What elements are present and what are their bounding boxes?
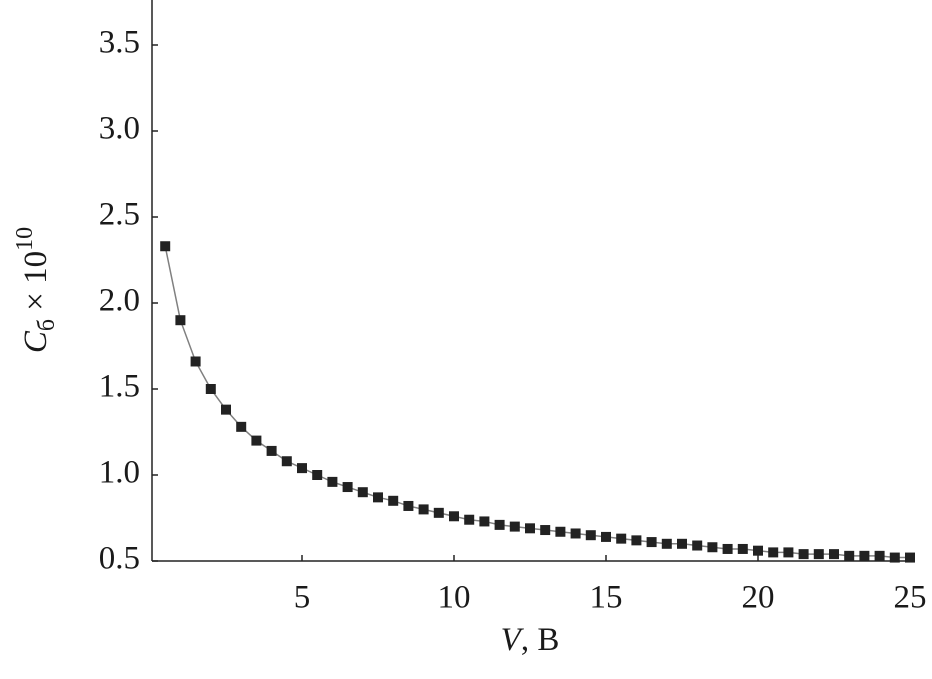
marker [783, 547, 794, 558]
marker [251, 435, 262, 446]
marker [418, 504, 429, 515]
marker [525, 523, 535, 534]
marker [190, 356, 201, 367]
marker [859, 550, 870, 561]
y-label-superscript: 10 [12, 227, 38, 251]
y-label-symbol: C [18, 330, 54, 353]
marker [905, 552, 915, 563]
y-tick-label: 3.5 [99, 25, 140, 61]
marker [768, 547, 779, 558]
marker [373, 492, 383, 503]
marker [281, 456, 292, 467]
x-label-text: , В [521, 622, 560, 658]
x-tick-label: 25 [894, 580, 927, 616]
marker [646, 537, 657, 548]
x-tick-label: 10 [438, 580, 471, 616]
marker [570, 528, 581, 539]
marker [509, 521, 520, 532]
y-label-subscript: б [34, 319, 60, 331]
marker [388, 495, 399, 506]
y-tick-label: 1.0 [99, 455, 140, 491]
x-tick-label: 5 [294, 580, 311, 616]
marker [479, 516, 490, 527]
marker [692, 540, 703, 551]
marker [722, 543, 733, 554]
marker [175, 315, 186, 326]
marker [737, 543, 748, 554]
marker [236, 421, 247, 432]
marker [327, 476, 338, 487]
y-tick-label: 2.0 [99, 283, 140, 319]
marker [631, 535, 642, 546]
x-label-symbol: V [501, 622, 525, 658]
marker [753, 545, 763, 556]
marker [342, 482, 353, 493]
marker [829, 549, 839, 560]
marker [540, 525, 551, 536]
marker [160, 241, 171, 252]
marker [297, 463, 307, 474]
marker [403, 500, 414, 511]
marker [616, 533, 627, 544]
y-tick-label: 3.0 [99, 111, 140, 147]
marker [661, 538, 672, 549]
marker [555, 526, 566, 537]
x-tick-label: 20 [742, 580, 775, 616]
marker [585, 530, 596, 541]
y-axis-label: Cб × 1010 [12, 227, 60, 353]
series-line [164, 246, 910, 559]
marker [707, 542, 718, 553]
x-axis-label: V, В [501, 622, 560, 658]
marker [874, 550, 885, 561]
marker [433, 507, 444, 518]
marker [844, 550, 855, 561]
y-tick-label: 2.5 [99, 197, 140, 233]
marker [266, 445, 277, 456]
marker [677, 538, 687, 549]
marker [205, 384, 216, 394]
marker [357, 487, 368, 498]
marker [889, 552, 900, 563]
marker [798, 549, 809, 560]
marker [494, 519, 505, 530]
marker [312, 470, 323, 480]
x-tick-label: 15 [590, 580, 623, 616]
marker [601, 531, 611, 542]
y-tick-label: 1.5 [99, 369, 140, 405]
marker [464, 514, 475, 525]
marker [221, 404, 231, 415]
y-label-text: × 10 [18, 251, 54, 319]
marker [813, 549, 824, 560]
marker [449, 511, 459, 522]
y-tick-label: 0.5 [99, 541, 140, 577]
